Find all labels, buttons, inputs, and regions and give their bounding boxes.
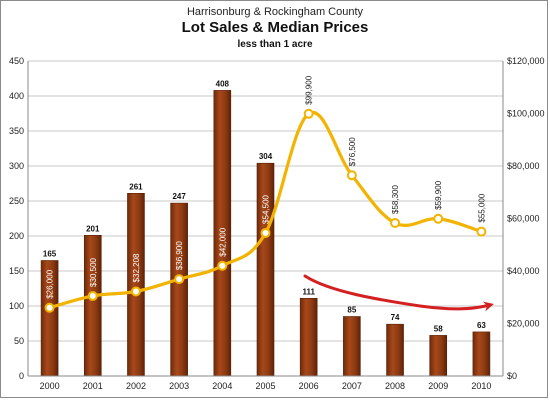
bar-data-label: 304	[259, 152, 273, 161]
median-price-label: $42,000	[218, 227, 227, 256]
x-axis-tick: 2010	[471, 381, 491, 391]
bar-series: 165 201 261 247 408 304 111 85 74 58 63	[40, 79, 491, 377]
bar-data-label: 408	[216, 79, 230, 88]
median-price-point	[130, 286, 141, 297]
bar	[429, 335, 448, 377]
right-axis-tick: $80,000	[507, 161, 540, 171]
bar	[343, 316, 361, 377]
median-price-line	[49, 110, 482, 310]
left-axis-tick: 150	[9, 266, 24, 276]
bar	[170, 202, 188, 377]
x-axis-tick: 2001	[83, 381, 103, 391]
left-axis-tick: 300	[9, 161, 24, 171]
bar-data-label: 58	[434, 324, 443, 333]
bar-data-label: 165	[43, 250, 57, 259]
left-axis-tick: 400	[9, 91, 24, 101]
median-price-point	[433, 213, 444, 224]
x-axis-tick: 2007	[342, 381, 362, 391]
bar-data-label: 74	[391, 313, 400, 322]
left-axis-tick: 200	[9, 231, 24, 241]
median-price-point	[44, 302, 55, 313]
median-price-point	[217, 260, 228, 271]
trend-arrow	[303, 274, 494, 312]
left-axis-tick: 250	[9, 196, 24, 206]
x-axis-tick: 2006	[299, 381, 319, 391]
bar-data-label: 247	[172, 192, 186, 201]
bar	[472, 331, 491, 377]
median-price-point	[260, 227, 271, 238]
bar	[299, 297, 318, 377]
median-price-label: $54,500	[262, 194, 271, 223]
right-axis-tick: $120,000	[507, 56, 545, 66]
x-axis-tick: 2008	[385, 381, 405, 391]
bar	[386, 323, 404, 377]
median-price-label: $36,900	[175, 241, 184, 270]
left-axis-tick: 450	[9, 56, 24, 66]
x-axis-tick: 2002	[126, 381, 146, 391]
median-price-label: $32,208	[132, 253, 141, 282]
median-price-point	[346, 170, 357, 181]
x-axis-tick: 2000	[40, 381, 60, 391]
median-price-label: $26,000	[46, 269, 55, 298]
chart-title: Lot Sales & Median Prices	[181, 19, 369, 36]
left-axis-tick: 50	[14, 336, 24, 346]
bar-data-label: 201	[86, 224, 100, 233]
median-price-point	[87, 290, 98, 301]
annotations	[303, 274, 494, 312]
x-axis-tick: 2003	[169, 381, 189, 391]
right-axis-tick: $40,000	[507, 266, 540, 276]
median-price-label: $59,900	[434, 180, 443, 209]
left-axis-tick: 350	[9, 126, 24, 136]
median-price-label: $76,500	[348, 137, 357, 166]
median-price-point	[390, 217, 401, 228]
right-axis-tick: $20,000	[507, 319, 540, 329]
bar	[127, 193, 145, 377]
median-price-label: $58,300	[391, 184, 400, 213]
median-price-label: $30,500	[89, 257, 98, 286]
bar	[83, 235, 102, 377]
median-price-point	[303, 108, 314, 119]
median-price-point	[476, 226, 487, 237]
bar-data-label: 85	[347, 306, 356, 315]
right-axis-tick: $100,000	[507, 109, 545, 119]
chart-super-title: Harrisonburg & Rockingham County	[186, 6, 364, 18]
median-price-series: $26,000 $30,500 $32,208 $36,900 $42,000 $54,5…	[44, 75, 487, 313]
median-price-point	[174, 274, 185, 285]
chart-subtitle: less than 1 acre	[237, 39, 313, 50]
right-axis-tick: $0	[507, 371, 517, 381]
axes: 0 50 100 150 200 250 300 350 400 450 $0 $20,000 $40,…	[9, 56, 545, 391]
bar-data-label: 111	[302, 287, 315, 296]
median-price-label: $99,900	[305, 75, 314, 104]
bar-data-label: 63	[477, 321, 486, 330]
right-axis-tick: $60,000	[507, 214, 540, 224]
left-axis-tick: 100	[9, 301, 24, 311]
x-axis-tick: 2005	[255, 381, 275, 391]
median-price-label: $55,000	[477, 193, 486, 222]
x-axis-tick: 2004	[212, 381, 232, 391]
bar-data-label: 261	[129, 182, 143, 191]
x-axis-tick: 2009	[428, 381, 448, 391]
left-axis-tick: 0	[19, 371, 24, 381]
